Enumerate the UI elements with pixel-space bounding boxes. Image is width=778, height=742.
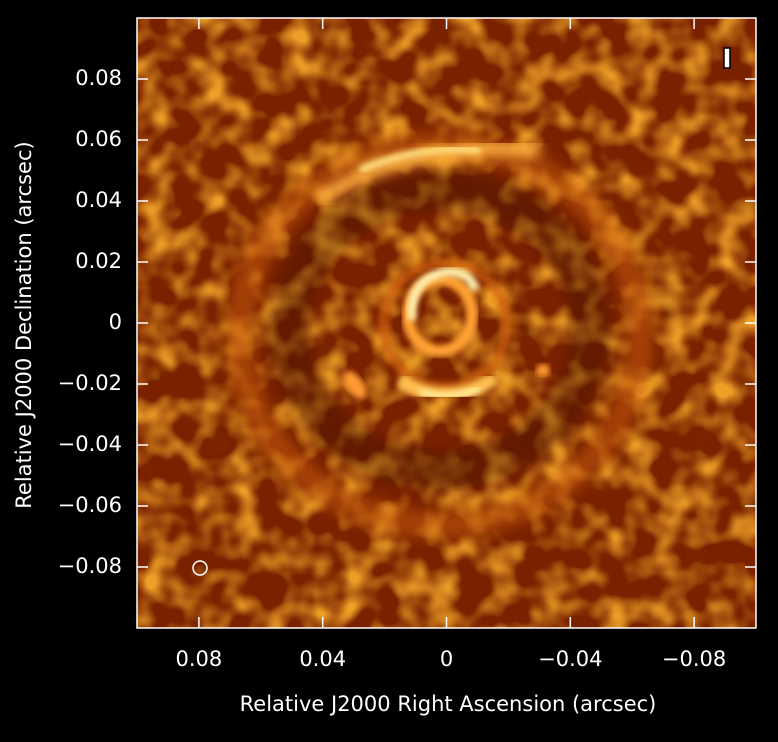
x-tick-label: −0.04: [538, 647, 602, 671]
scale-marker: [723, 47, 731, 69]
y-axis-title: Relative J2000 Declination (arcsec): [12, 141, 36, 508]
beam: [192, 560, 208, 576]
y-tick-label: 0.02: [75, 249, 122, 273]
y-tick-label: −0.02: [58, 371, 122, 395]
image: [137, 18, 756, 628]
x-tick-label: 0.08: [176, 647, 223, 671]
y-tick-label: 0.06: [75, 127, 122, 151]
y-tick-label: 0.08: [75, 66, 122, 90]
x-tick-label: 0.04: [299, 647, 346, 671]
x-tick-label: 0: [440, 647, 453, 671]
x-tick-label: −0.08: [662, 647, 726, 671]
y-tick-label: 0: [109, 310, 122, 334]
y-tick-label: 0.04: [75, 188, 122, 212]
x-axis-title: Relative J2000 Right Ascension (arcsec): [240, 692, 657, 716]
y-tick-label: −0.04: [58, 432, 122, 456]
y-tick-label: −0.08: [58, 554, 122, 578]
y-tick-label: −0.06: [58, 493, 122, 517]
